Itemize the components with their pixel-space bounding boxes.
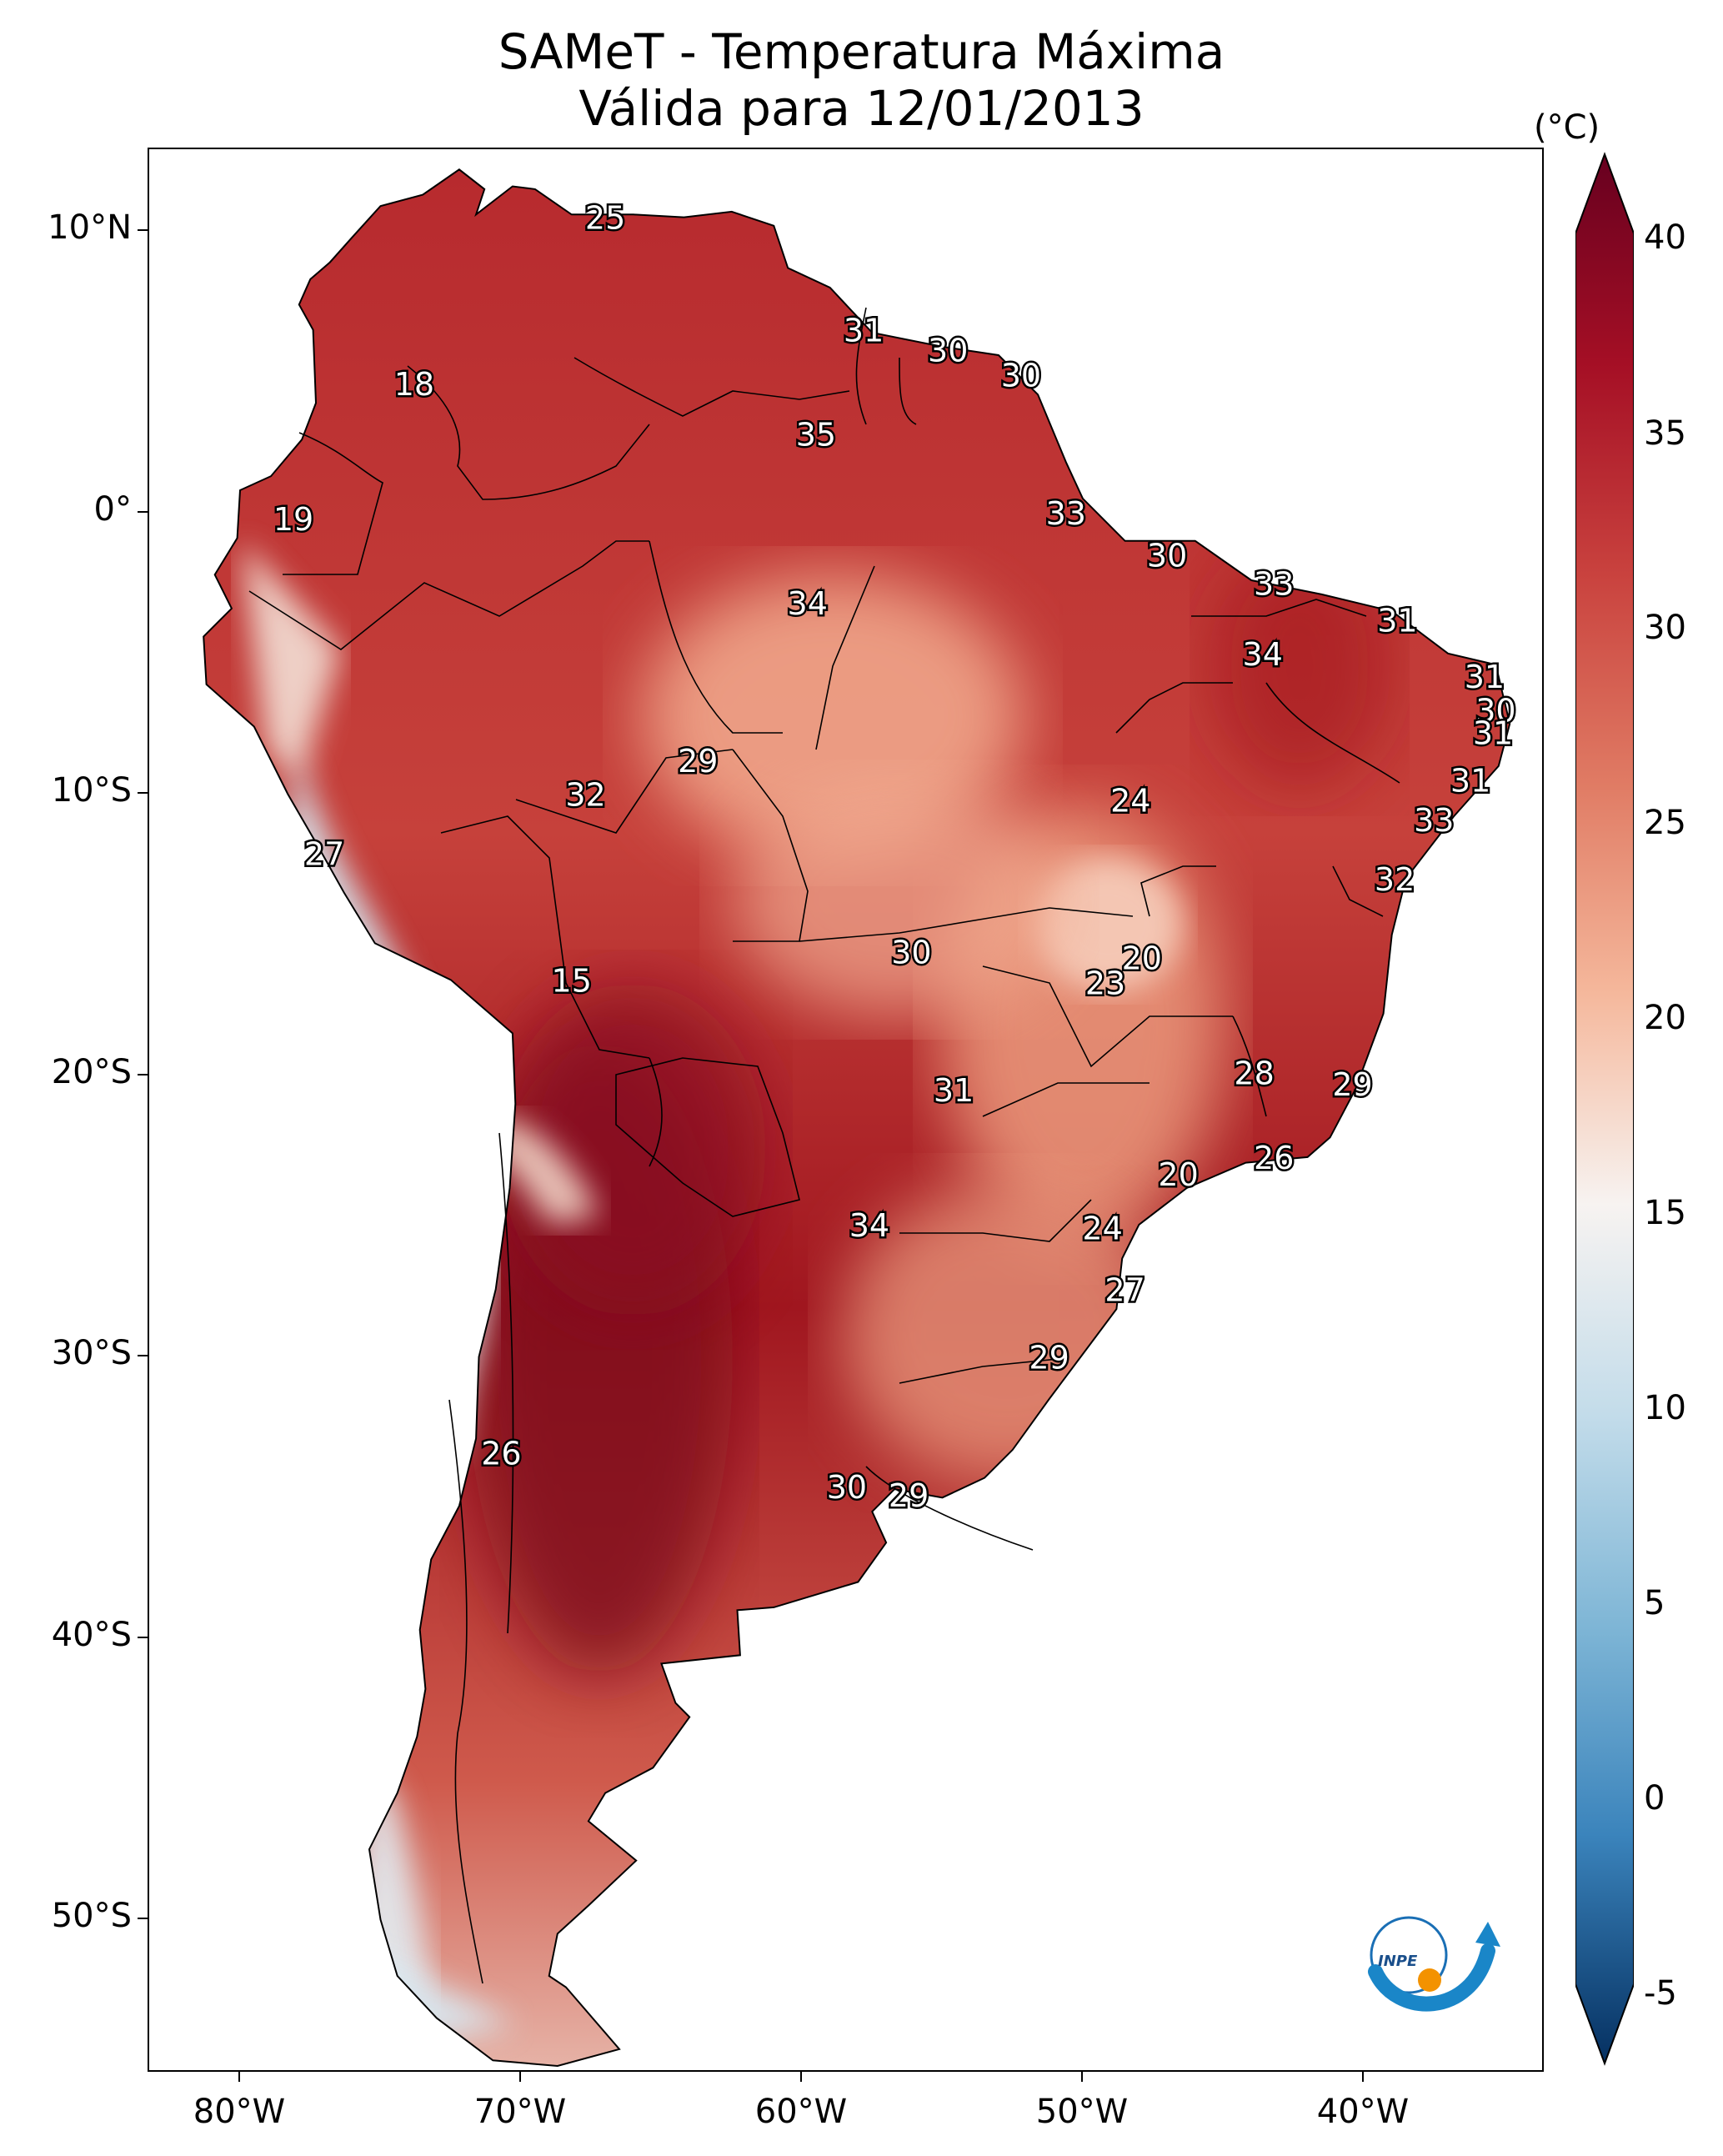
lat-tickmark bbox=[138, 1355, 148, 1356]
lat-tickmark bbox=[138, 229, 148, 231]
lon-tickmark bbox=[1362, 2072, 1364, 2082]
station-value-label: 35 bbox=[796, 417, 836, 454]
station-value-label: 32 bbox=[1375, 861, 1415, 898]
station-value-label: 20 bbox=[1158, 1156, 1198, 1193]
lat-tick-50s: 50°S bbox=[51, 1897, 132, 1935]
station-value-label: 33 bbox=[1414, 802, 1454, 839]
colorbar-tick: 5 bbox=[1644, 1584, 1665, 1622]
colorbar-tick: -5 bbox=[1644, 1974, 1677, 2013]
station-value-label: 30 bbox=[1001, 358, 1041, 394]
station-value-label: 19 bbox=[273, 501, 313, 538]
station-value-label: 29 bbox=[1029, 1340, 1069, 1376]
station-value-label: 31 bbox=[1450, 763, 1490, 800]
station-value-label: 30 bbox=[1475, 692, 1515, 729]
lat-tick-10n: 10°N bbox=[48, 208, 132, 247]
station-value-label: 34 bbox=[788, 585, 828, 622]
station-value-label: 26 bbox=[1254, 1140, 1294, 1176]
lon-tickmark bbox=[238, 2072, 240, 2082]
station-value-label: 33 bbox=[1254, 565, 1294, 602]
lat-tickmark bbox=[138, 792, 148, 794]
lat-tickmark bbox=[138, 511, 148, 513]
colorbar-tick: 20 bbox=[1644, 999, 1686, 1037]
lon-tickmark bbox=[519, 2072, 521, 2082]
station-value-label: 20 bbox=[1122, 940, 1162, 976]
lon-tickmark bbox=[800, 2072, 802, 2082]
station-value-label: 31 bbox=[1377, 602, 1417, 639]
lon-tickmark bbox=[1081, 2072, 1083, 2082]
lat-tickmark bbox=[138, 1918, 148, 1919]
station-value-label: 30 bbox=[827, 1469, 867, 1506]
station-value-label: 33 bbox=[1046, 495, 1086, 532]
station-value-label: 28 bbox=[1234, 1055, 1274, 1092]
country-borders bbox=[248, 307, 1400, 1984]
lon-tick-70w: 70°W bbox=[473, 2093, 567, 2131]
station-value-label: 27 bbox=[1104, 1272, 1144, 1309]
map-panel: 25 31 30 30 18 35 33 19 30 33 34 31 34 31 30 31 29 31 32 24… bbox=[148, 148, 1544, 2072]
colorbar-tick: 10 bbox=[1644, 1389, 1686, 1427]
colorbar-tick: 15 bbox=[1644, 1194, 1686, 1232]
lat-tick-0: 0° bbox=[93, 490, 132, 529]
station-value-label: 34 bbox=[1243, 636, 1283, 673]
station-value-label: 31 bbox=[934, 1072, 974, 1109]
lat-tick-20s: 20°S bbox=[51, 1053, 132, 1091]
lat-tick-30s: 30°S bbox=[51, 1334, 132, 1372]
station-value-label: 29 bbox=[889, 1477, 929, 1514]
temperature-field bbox=[203, 169, 1510, 2066]
station-value-label: 15 bbox=[552, 962, 592, 999]
colorbar bbox=[1575, 152, 1634, 2066]
station-value-label: 25 bbox=[585, 200, 625, 237]
station-value-label: 31 bbox=[1465, 659, 1505, 695]
station-value-label: 26 bbox=[481, 1435, 521, 1472]
lon-tick-80w: 80°W bbox=[193, 2093, 286, 2131]
colorbar-tick: 0 bbox=[1644, 1779, 1665, 1818]
station-value-label: 29 bbox=[1332, 1066, 1372, 1103]
station-value-label: 30 bbox=[928, 332, 968, 369]
station-value-label: 31 bbox=[1473, 714, 1513, 751]
lon-tick-50w: 50°W bbox=[1035, 2093, 1129, 2131]
colorbar-tick: 35 bbox=[1644, 414, 1686, 453]
lon-tick-40w: 40°W bbox=[1316, 2093, 1410, 2131]
station-value-label: 31 bbox=[844, 313, 884, 349]
lat-tick-40s: 40°S bbox=[51, 1616, 132, 1654]
colorbar-unit: (°C) bbox=[1534, 108, 1600, 147]
colorbar-tick: 40 bbox=[1644, 218, 1686, 257]
lat-tickmark bbox=[138, 1074, 148, 1075]
station-value-label: 24 bbox=[1110, 782, 1150, 819]
station-value-label: 27 bbox=[304, 835, 344, 872]
station-value-label: 18 bbox=[394, 366, 434, 403]
station-value-label: 23 bbox=[1085, 965, 1125, 1002]
station-value-label: 24 bbox=[1082, 1210, 1122, 1246]
lat-tick-10s: 10°S bbox=[51, 771, 132, 810]
lon-tick-60w: 60°W bbox=[754, 2093, 848, 2131]
svg-text:INPE: INPE bbox=[1378, 1953, 1418, 1970]
colorbar-tick: 30 bbox=[1644, 609, 1686, 647]
map-subtitle: Válida para 12/01/2013 bbox=[579, 80, 1144, 137]
station-value-label: 30 bbox=[891, 935, 931, 971]
station-value-label: 29 bbox=[678, 743, 718, 780]
station-value-label: 34 bbox=[849, 1207, 889, 1244]
colorbar-tick: 25 bbox=[1644, 804, 1686, 842]
lat-tickmark bbox=[138, 1637, 148, 1638]
map-title: SAMeT - Temperatura Máxima bbox=[498, 23, 1225, 80]
station-value-label: 30 bbox=[1147, 538, 1187, 574]
station-value-label: 32 bbox=[565, 777, 605, 814]
inpe-logo: INPE bbox=[1368, 1916, 1500, 2012]
